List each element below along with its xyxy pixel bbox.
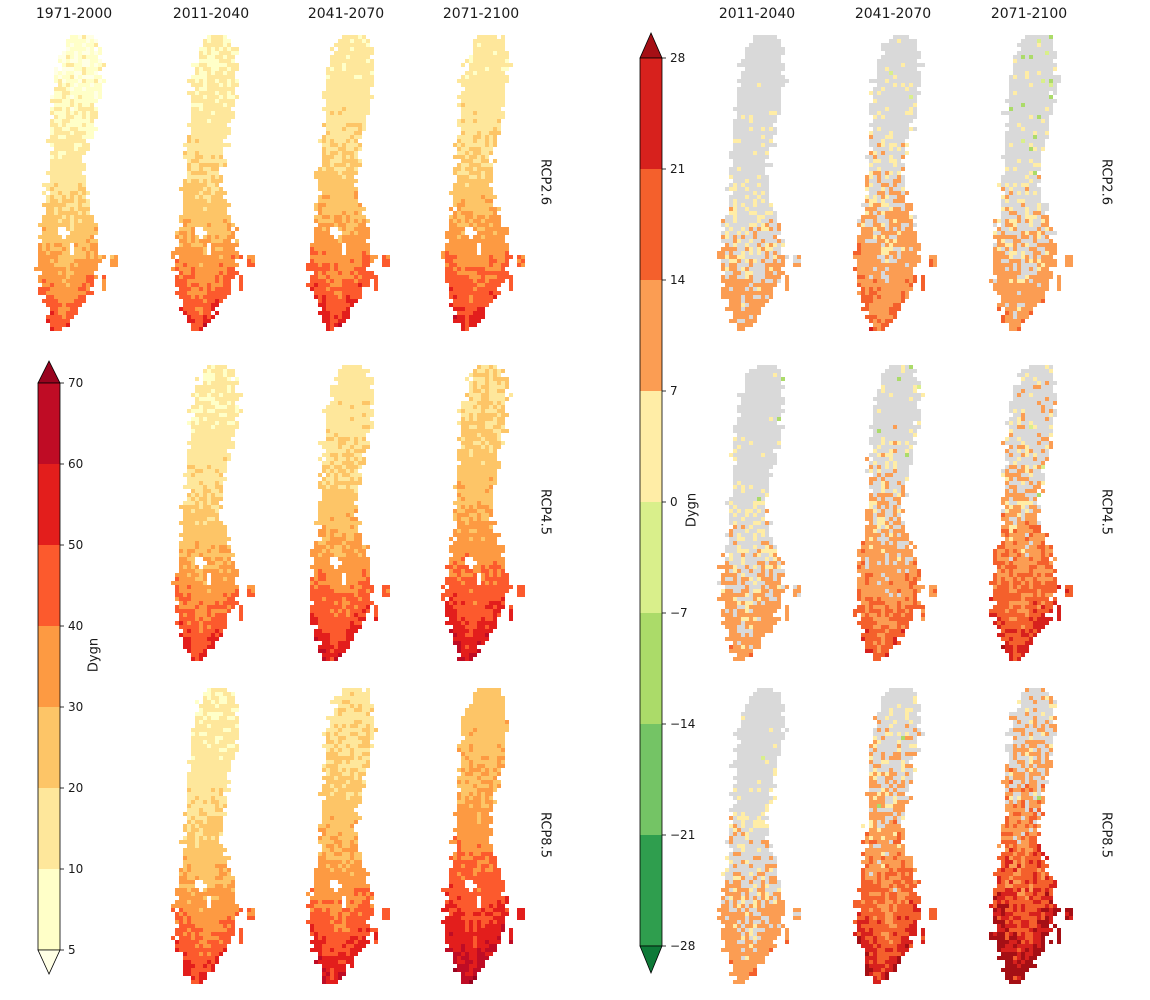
left-row-label-rcp26: RCP2.6: [537, 159, 553, 205]
map-right-rcp45-2011-2040: [701, 365, 813, 661]
left-column-header-3: 2041-2070: [307, 6, 385, 22]
colorbar-right: 28 21 14 7 0 −7 −14 −21 −28: [632, 32, 722, 980]
map-right-rcp45-2071-2100: [973, 365, 1085, 661]
map-left-rcp45-2071-2100: [425, 365, 537, 661]
right-row-label-rcp45: RCP4.5: [1098, 489, 1114, 535]
map-left-rcp85-2041-2070: [290, 688, 402, 984]
left-column-header-2: 2011-2040: [172, 6, 250, 22]
map-left-rcp45-2041-2070: [290, 365, 402, 661]
svg-text:50: 50: [68, 538, 83, 552]
left-row-label-rcp85: RCP8.5: [537, 812, 553, 858]
map-left-rcp26-2041-2070: [290, 35, 402, 331]
svg-text:14: 14: [670, 273, 685, 287]
map-right-rcp85-2041-2070: [837, 688, 949, 984]
svg-text:60: 60: [68, 457, 83, 471]
svg-text:−28: −28: [670, 939, 695, 953]
svg-text:10: 10: [68, 862, 83, 876]
svg-text:21: 21: [670, 162, 685, 176]
left-column-header-4: 2071-2100: [442, 6, 520, 22]
svg-text:−21: −21: [670, 828, 695, 842]
map-left-rcp26-1971-2000: [18, 35, 130, 331]
map-right-rcp26-2041-2070: [837, 35, 949, 331]
map-right-rcp85-2071-2100: [973, 688, 1085, 984]
map-left-rcp26-2011-2040: [155, 35, 267, 331]
svg-text:−14: −14: [670, 717, 695, 731]
colorbar-left: 70 60 50 40 30 20 10 5: [30, 360, 120, 981]
svg-text:28: 28: [670, 51, 685, 65]
svg-text:20: 20: [68, 781, 83, 795]
map-left-rcp85-2011-2040: [155, 688, 267, 984]
svg-text:5: 5: [68, 943, 76, 957]
map-right-rcp26-2011-2040: [701, 35, 813, 331]
svg-text:40: 40: [68, 619, 83, 633]
map-left-rcp26-2071-2100: [425, 35, 537, 331]
left-row-label-rcp45: RCP4.5: [537, 489, 553, 535]
left-column-header-1: 1971-2000: [35, 6, 113, 22]
right-column-header-1: 2011-2040: [718, 6, 796, 22]
svg-text:0: 0: [670, 495, 678, 509]
right-column-header-3: 2071-2100: [990, 6, 1068, 22]
svg-text:70: 70: [68, 376, 83, 390]
right-column-header-2: 2041-2070: [854, 6, 932, 22]
map-right-rcp26-2071-2100: [973, 35, 1085, 331]
svg-text:7: 7: [670, 384, 678, 398]
right-row-label-rcp85: RCP8.5: [1098, 812, 1114, 858]
right-row-label-rcp26: RCP2.6: [1098, 159, 1114, 205]
map-left-rcp85-2071-2100: [425, 688, 537, 984]
svg-text:−7: −7: [670, 606, 688, 620]
colorbar-svg: 70 60 50 40 30 20 10 5: [37, 360, 83, 975]
svg-text:30: 30: [68, 700, 83, 714]
colorbar-svg: 28 21 14 7 0 −7 −14 −21 −28: [639, 32, 695, 975]
map-right-rcp85-2011-2040: [701, 688, 813, 984]
map-right-rcp45-2041-2070: [837, 365, 949, 661]
map-left-rcp45-2011-2040: [155, 365, 267, 661]
